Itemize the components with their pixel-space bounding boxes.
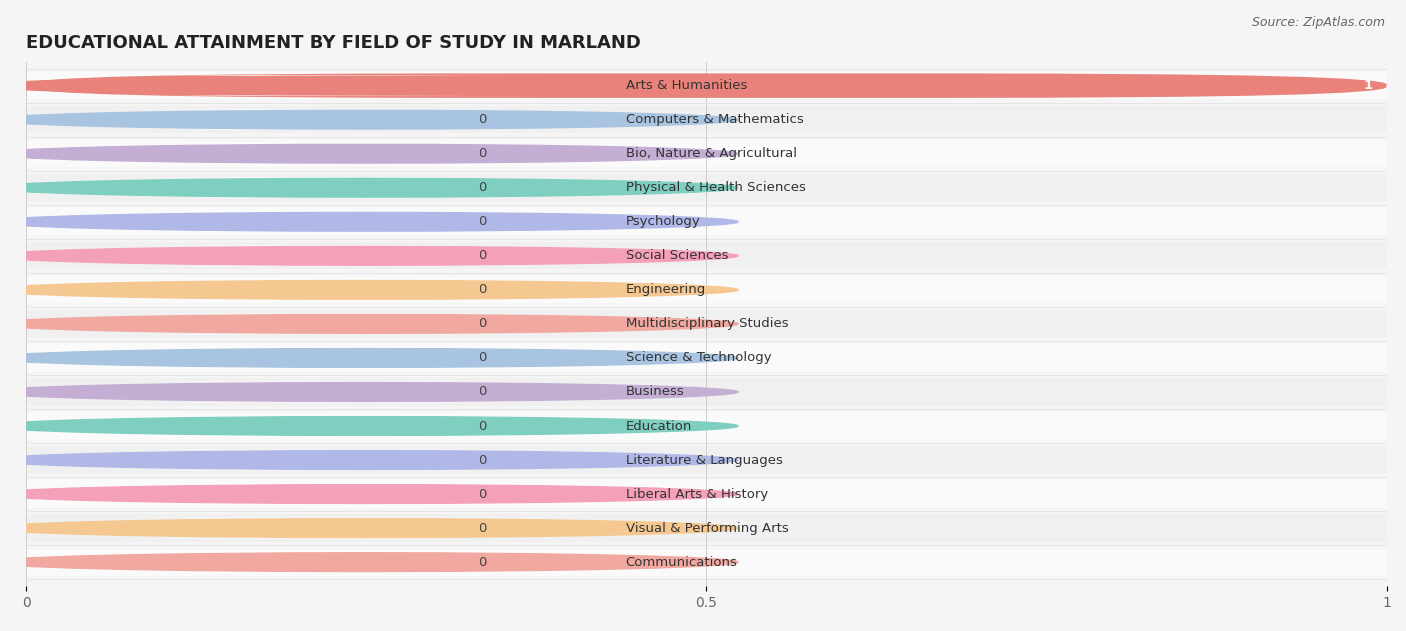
Text: Source: ZipAtlas.com: Source: ZipAtlas.com <box>1251 16 1385 29</box>
Circle shape <box>0 110 738 129</box>
Text: Education: Education <box>626 420 692 432</box>
Text: Multidisciplinary Studies: Multidisciplinary Studies <box>626 317 789 331</box>
Text: Social Sciences: Social Sciences <box>626 249 728 262</box>
Text: EDUCATIONAL ATTAINMENT BY FIELD OF STUDY IN MARLAND: EDUCATIONAL ATTAINMENT BY FIELD OF STUDY… <box>27 34 641 52</box>
FancyBboxPatch shape <box>27 514 1386 542</box>
Circle shape <box>0 451 738 469</box>
Circle shape <box>0 144 738 163</box>
Circle shape <box>0 485 738 504</box>
Text: 0: 0 <box>478 454 486 466</box>
Text: Visual & Performing Arts: Visual & Performing Arts <box>626 522 789 534</box>
FancyBboxPatch shape <box>27 446 1386 474</box>
FancyBboxPatch shape <box>27 242 1386 269</box>
Text: 0: 0 <box>478 386 486 398</box>
Circle shape <box>0 213 738 231</box>
Circle shape <box>0 76 738 95</box>
FancyBboxPatch shape <box>87 483 551 505</box>
Text: 0: 0 <box>478 522 486 534</box>
Text: 0: 0 <box>478 147 486 160</box>
FancyBboxPatch shape <box>87 75 551 96</box>
FancyBboxPatch shape <box>87 245 551 266</box>
FancyBboxPatch shape <box>87 143 551 164</box>
Text: Physical & Health Sciences: Physical & Health Sciences <box>626 181 806 194</box>
FancyBboxPatch shape <box>27 174 1386 201</box>
Text: Liberal Arts & History: Liberal Arts & History <box>626 488 768 500</box>
FancyBboxPatch shape <box>27 480 1386 508</box>
FancyBboxPatch shape <box>27 345 1386 372</box>
Circle shape <box>0 382 738 401</box>
FancyBboxPatch shape <box>27 140 1386 167</box>
FancyBboxPatch shape <box>27 72 1386 99</box>
FancyBboxPatch shape <box>27 106 1386 133</box>
Circle shape <box>0 281 738 299</box>
Circle shape <box>0 519 738 538</box>
Circle shape <box>0 416 738 435</box>
FancyBboxPatch shape <box>27 413 1386 440</box>
FancyBboxPatch shape <box>87 314 551 334</box>
Text: Engineering: Engineering <box>626 283 706 297</box>
FancyBboxPatch shape <box>87 382 551 403</box>
Text: 0: 0 <box>478 249 486 262</box>
Text: 0: 0 <box>478 283 486 297</box>
FancyBboxPatch shape <box>27 379 1386 406</box>
Text: 0: 0 <box>478 351 486 365</box>
FancyBboxPatch shape <box>27 310 1386 338</box>
Text: Business: Business <box>626 386 685 398</box>
FancyBboxPatch shape <box>87 416 551 437</box>
Text: 0: 0 <box>478 215 486 228</box>
Text: Communications: Communications <box>626 556 738 569</box>
Circle shape <box>0 348 738 367</box>
FancyBboxPatch shape <box>87 280 551 300</box>
Circle shape <box>0 553 738 572</box>
FancyBboxPatch shape <box>27 73 1386 98</box>
FancyBboxPatch shape <box>27 276 1386 304</box>
Text: 1: 1 <box>1364 79 1374 92</box>
FancyBboxPatch shape <box>87 450 551 471</box>
Text: Arts & Humanities: Arts & Humanities <box>626 79 747 92</box>
Text: Computers & Mathematics: Computers & Mathematics <box>626 113 803 126</box>
Text: 0: 0 <box>478 317 486 331</box>
Text: 0: 0 <box>478 420 486 432</box>
FancyBboxPatch shape <box>87 551 551 572</box>
Text: 0: 0 <box>478 113 486 126</box>
FancyBboxPatch shape <box>87 177 551 198</box>
Text: 0: 0 <box>478 488 486 500</box>
Text: 0: 0 <box>478 181 486 194</box>
Text: Psychology: Psychology <box>626 215 700 228</box>
Circle shape <box>0 247 738 265</box>
FancyBboxPatch shape <box>87 517 551 538</box>
FancyBboxPatch shape <box>27 548 1386 575</box>
FancyBboxPatch shape <box>87 211 551 232</box>
Circle shape <box>0 314 738 333</box>
Circle shape <box>0 179 738 197</box>
FancyBboxPatch shape <box>27 208 1386 235</box>
Text: Science & Technology: Science & Technology <box>626 351 772 365</box>
FancyBboxPatch shape <box>87 348 551 369</box>
Text: 0: 0 <box>478 556 486 569</box>
Text: Literature & Languages: Literature & Languages <box>626 454 783 466</box>
FancyBboxPatch shape <box>87 109 551 130</box>
Text: Bio, Nature & Agricultural: Bio, Nature & Agricultural <box>626 147 797 160</box>
